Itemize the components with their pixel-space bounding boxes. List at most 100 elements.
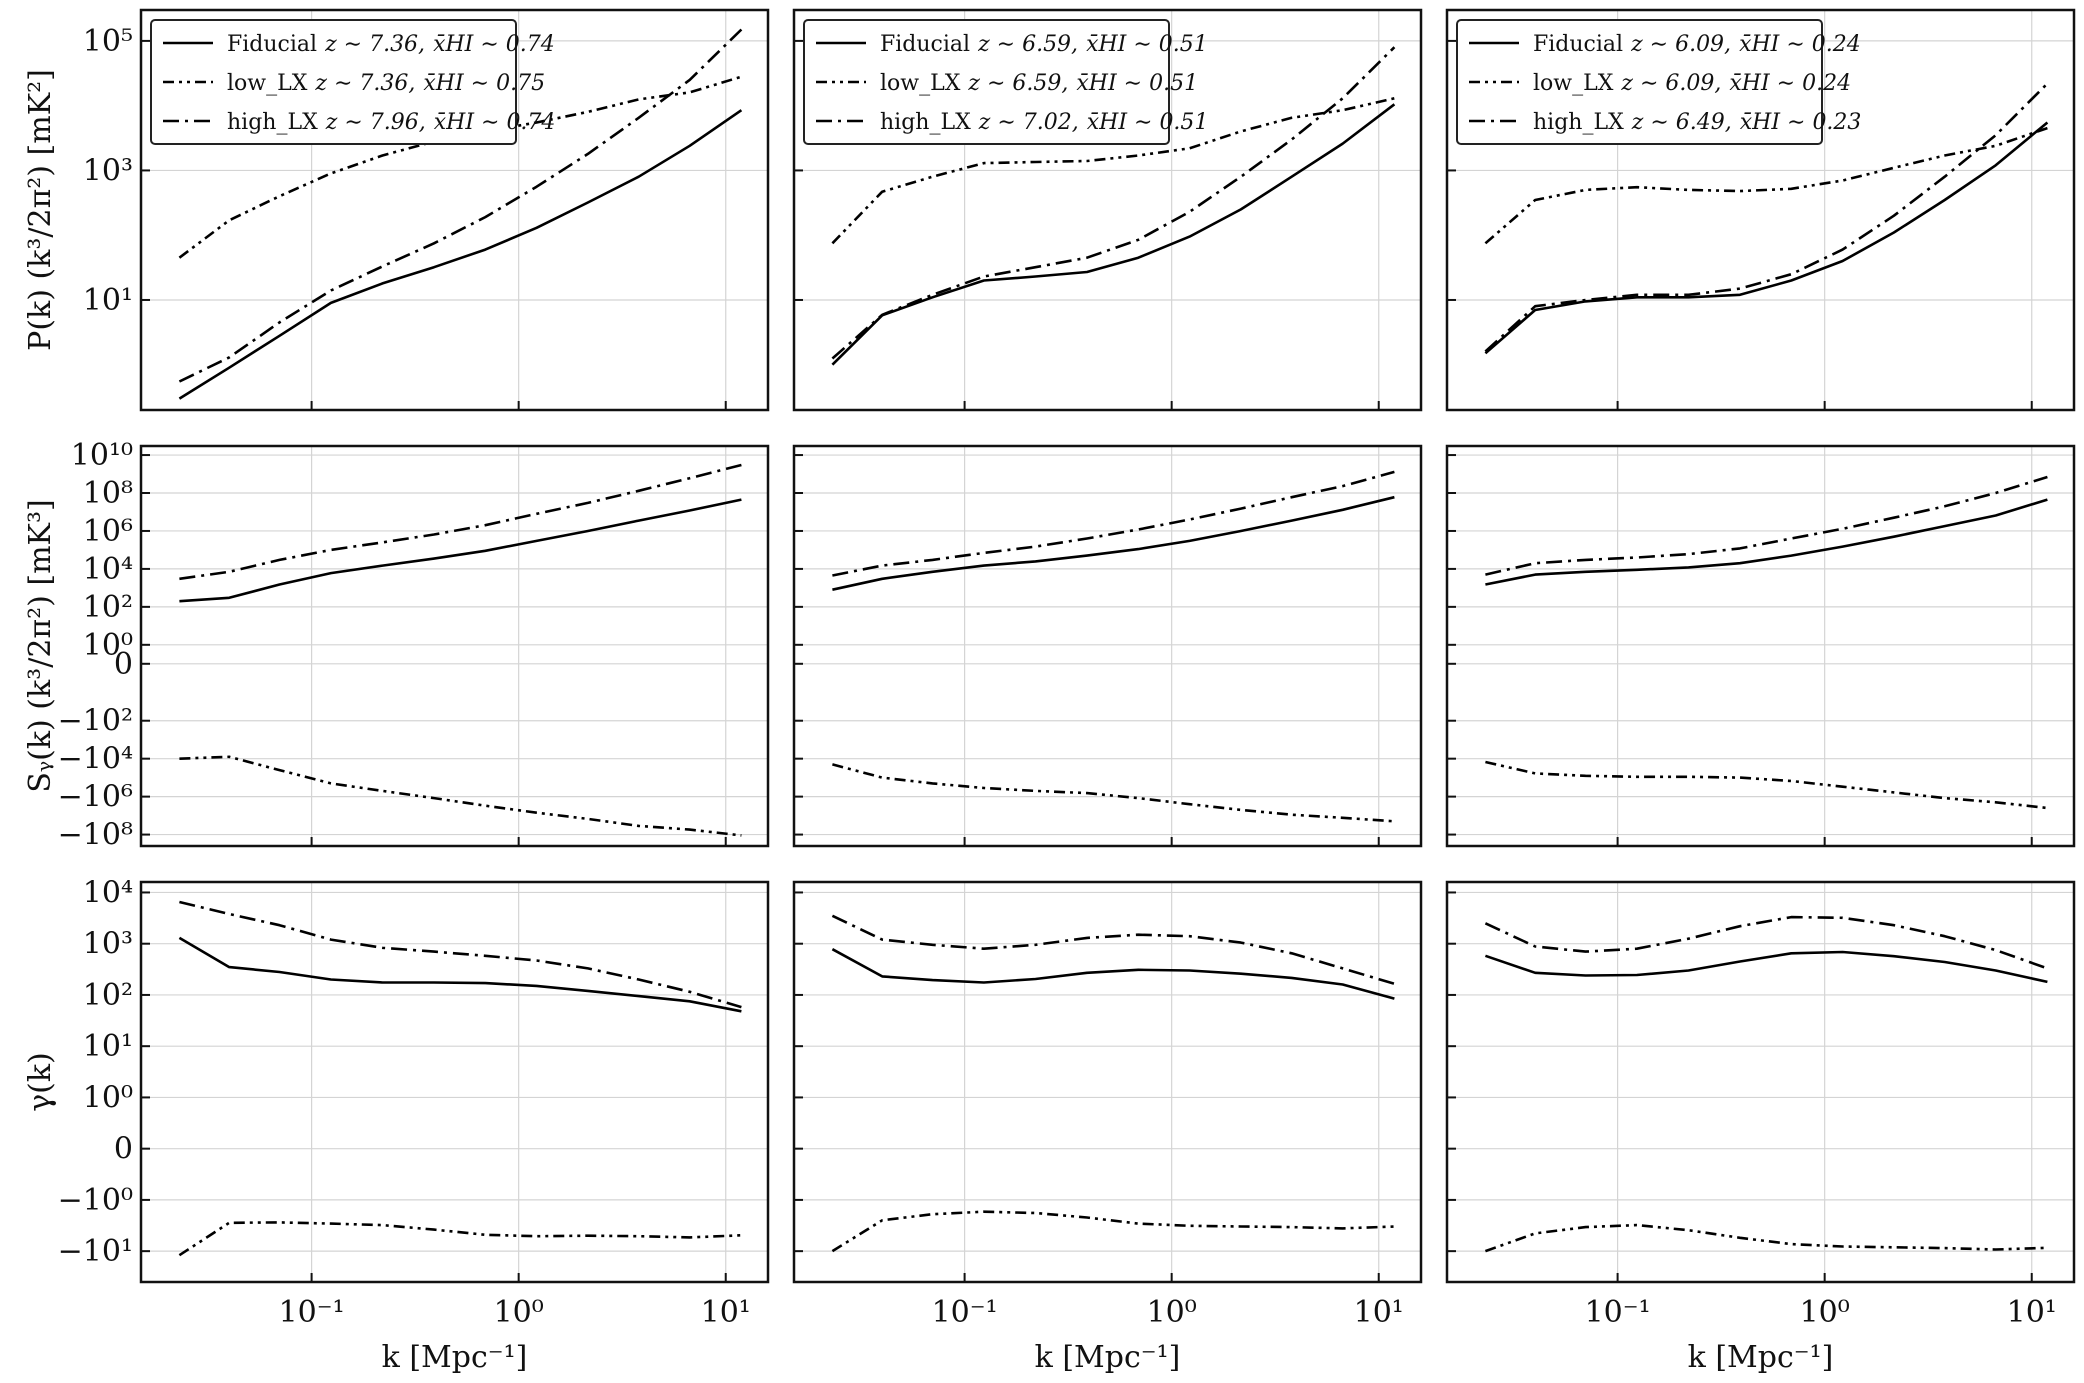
legend-entry: high_LX z ∼ 7.96, x̄HI ∼ 0.74 [227, 110, 555, 135]
panel-frame [792, 8, 1423, 412]
series-line-fiducial [832, 495, 1395, 591]
x-tick-label: 10¹ [2007, 1295, 2057, 1330]
legend-xhi: x̄HI ∼ 0.24 [1739, 32, 1861, 57]
legend-name: high_LX [227, 110, 318, 135]
y-tick-label: −10⁴ [58, 742, 133, 777]
panel-frame [1445, 880, 2076, 1284]
y-tick-label: 10⁶ [83, 514, 133, 549]
legend-xhi: x̄HI ∼ 0.74 [433, 32, 555, 57]
x-tick-label: 10¹ [701, 1295, 751, 1330]
y-tick-label: 10¹⁰ [71, 438, 133, 473]
series-line-low-lx [1484, 126, 2048, 245]
x-tick-label: 10⁻¹ [279, 1295, 345, 1330]
series-line-fiducial [1484, 121, 2049, 355]
legend-name: low_LX [1533, 71, 1614, 96]
legend-entry: high_LX z ∼ 7.02, x̄HI ∼ 0.51 [880, 110, 1208, 135]
legend-box [803, 19, 1170, 145]
panel-r1-c2 [1445, 444, 2076, 848]
legend-z: z ∼ 6.09, [1630, 32, 1731, 57]
panel-frame [139, 444, 770, 848]
series-line-low-lx [1485, 760, 2048, 810]
series-line-high-lx [178, 28, 743, 383]
panel-r2-c0: 10⁴ 10³ 10² 10¹ 10⁰ 0 −10⁰ −10¹ 10⁻¹ 10⁰ 10¹ k [Mpc… [58, 875, 770, 1375]
legend-xhi: x̄HI ∼ 0.51 [1087, 110, 1209, 135]
series-line-high-lx [831, 914, 1395, 986]
legend-entry: Fiducial z ∼ 6.59, x̄HI ∼ 0.51 [880, 32, 1208, 57]
legend-xhi: x̄HI ∼ 0.24 [1729, 71, 1851, 96]
y-tick-label: 0 [114, 647, 133, 682]
legend: Fiducial z ∼ 7.36, x̄HI ∼ 0.74 low_LX z ∼ 7.… [150, 19, 555, 145]
legend-xhi: x̄HI ∼ 0.23 [1740, 110, 1862, 135]
series-line-fiducial [178, 109, 743, 400]
y-tick-label: −10² [58, 704, 133, 739]
series-line-fiducial [1485, 498, 2048, 586]
legend-z: z ∼ 7.36, [324, 32, 425, 57]
x-axis-label: k [Mpc⁻¹] [1035, 1340, 1181, 1375]
series-line-low-lx [1484, 1223, 2048, 1253]
legend-box [1456, 19, 1823, 145]
y-tick-label: 10² [83, 590, 133, 625]
panel-frame [139, 8, 770, 412]
panel-frame [139, 880, 770, 1284]
legend-entry: high_LX z ∼ 6.49, x̄HI ∼ 0.23 [1533, 110, 1861, 135]
series-line-fiducial [179, 498, 742, 603]
legend-xhi: x̄HI ∼ 0.75 [423, 71, 545, 96]
series-line-low-lx [831, 97, 1395, 245]
y-tick-label: 10¹ [83, 1029, 133, 1064]
series-line-low-lx [831, 1210, 1395, 1253]
x-tick-label: 10⁰ [1800, 1295, 1850, 1330]
series-line-high-lx [831, 46, 1396, 360]
y-axis-label: Sᵧ(k) (k³/2π²) [mK³] [23, 499, 58, 792]
legend-z: z ∼ 6.49, [1631, 110, 1732, 135]
legend-name: Fiducial [1533, 32, 1623, 57]
legend-xhi: x̄HI ∼ 0.74 [434, 110, 556, 135]
panel-r2-c2: 10⁻¹ 10⁰ 10¹ k [Mpc⁻¹] [1445, 880, 2076, 1375]
legend-name: Fiducial [227, 32, 317, 57]
series-line-low-lx [178, 1221, 742, 1257]
legend-entry: Fiducial z ∼ 7.36, x̄HI ∼ 0.74 [227, 32, 555, 57]
x-tick-label: 10⁰ [494, 1295, 544, 1330]
series-line-fiducial [178, 936, 742, 1013]
panel-frame [792, 444, 1423, 848]
panel-frame [792, 880, 1423, 1284]
legend-xhi: x̄HI ∼ 0.51 [1076, 71, 1198, 96]
y-tick-label: 10³ [83, 153, 133, 188]
x-tick-label: 10⁰ [1147, 1295, 1197, 1330]
legend-z: z ∼ 6.59, [977, 32, 1078, 57]
legend-name: Fiducial [880, 32, 970, 57]
series-line-high-lx [1484, 82, 2049, 353]
legend-entry: low_LX z ∼ 6.59, x̄HI ∼ 0.51 [880, 71, 1198, 96]
y-tick-label: −10⁰ [58, 1183, 133, 1218]
series-line-fiducial [1484, 950, 2048, 984]
x-tick-label: 10¹ [1354, 1295, 1404, 1330]
legend-name: low_LX [227, 71, 308, 96]
panel-frame [1445, 8, 2076, 412]
y-axis-label: γ(k) [23, 1052, 58, 1112]
legend-z: z ∼ 6.09, [1620, 71, 1721, 96]
legend-name: high_LX [880, 110, 971, 135]
x-tick-label: 10⁻¹ [932, 1295, 998, 1330]
x-axis-label: k [Mpc⁻¹] [1688, 1340, 1834, 1375]
legend-z: z ∼ 7.02, [978, 110, 1079, 135]
legend-z: z ∼ 6.59, [967, 71, 1068, 96]
y-tick-label: −10⁶ [58, 780, 133, 815]
legend-name: high_LX [1533, 110, 1624, 135]
series-line-high-lx [1485, 475, 2048, 576]
series-line-low-lx [832, 763, 1395, 823]
y-tick-label: 10⁴ [83, 552, 133, 587]
y-axis-label: P(k) (k³/2π²) [mK²] [23, 69, 58, 351]
series-line-fiducial [831, 103, 1396, 366]
series-line-low-lx [179, 755, 742, 837]
y-tick-label: −10¹ [58, 1234, 133, 1269]
legend-xhi: x̄HI ∼ 0.51 [1086, 32, 1208, 57]
y-tick-label: 10¹ [83, 283, 133, 318]
series-line-high-lx [832, 470, 1395, 577]
legend-entry: Fiducial z ∼ 6.09, x̄HI ∼ 0.24 [1533, 32, 1861, 57]
y-tick-label: −10⁸ [58, 818, 133, 853]
panel-r0-c0: 10¹ 10³ 10⁵ Fiducial z ∼ 7.36, x̄HI ∼ 0.74 low… [83, 8, 770, 412]
